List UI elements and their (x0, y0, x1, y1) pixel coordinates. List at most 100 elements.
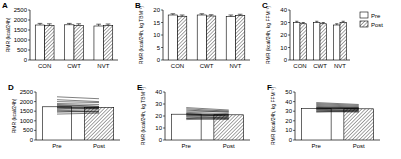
error-bar (38, 23, 43, 25)
error-bar (295, 21, 298, 22)
plot-area (294, 21, 347, 60)
subject-line (316, 107, 359, 109)
error-bar (180, 15, 185, 16)
subject-line (57, 108, 99, 110)
plot-area (301, 103, 373, 140)
y-tick-label: 15 (153, 20, 160, 26)
error-bar (229, 15, 234, 17)
error-bar (106, 24, 111, 26)
x-tick-label: Pre (52, 143, 62, 149)
legend-label: Post (371, 22, 383, 28)
y-axis (290, 10, 291, 60)
bar (45, 26, 54, 60)
figure: ARMR (kcal/24h)05001000150020002500CONCW… (0, 0, 401, 159)
y-tick-label: 20 (155, 113, 162, 119)
y-axis (36, 92, 37, 140)
subject-line (57, 104, 99, 106)
error-bar (171, 14, 176, 15)
plot-area (35, 23, 112, 60)
x-tick-label: CON (171, 63, 184, 69)
bar (35, 25, 44, 60)
subject-line (316, 105, 359, 107)
x-tick-label: CWT (313, 63, 327, 69)
y-axis-label: RMR (kcal/24h, kg FFM⁻¹) (265, 6, 271, 64)
subject-line (57, 110, 99, 112)
x-tick-label: Post (93, 143, 105, 149)
subject-line (186, 109, 229, 111)
y-tick-label: 30 (280, 20, 287, 26)
subject-line (57, 108, 99, 110)
y-axis-label: RMR (kcal/24h, kg TBM⁻¹) (140, 87, 146, 146)
subject-line (57, 105, 99, 107)
error-bar (96, 24, 101, 26)
bar (334, 25, 340, 60)
y-tick-label: 40 (280, 7, 287, 13)
x-tick-label: CON (293, 63, 306, 69)
y-axis (163, 10, 164, 60)
y-axis-label: RMR (kcal/24h) (11, 98, 17, 133)
y-tick-label: 500 (23, 127, 34, 133)
subject-line (57, 111, 99, 113)
legend-label: Pre (371, 13, 381, 19)
bar (340, 23, 346, 61)
subject-line (57, 111, 99, 113)
bar (103, 26, 112, 60)
error-bar (209, 15, 214, 16)
y-tick-label: 2500 (14, 7, 28, 13)
bar (344, 109, 374, 140)
subject-line (186, 118, 229, 119)
legend-swatch (360, 12, 368, 18)
plot-area (168, 14, 245, 60)
y-tick-label: 30 (285, 108, 292, 114)
bar (300, 24, 306, 60)
y-tick-label: 0 (157, 57, 161, 63)
y-tick-label: 10 (153, 32, 160, 38)
error-bar (342, 21, 345, 22)
y-tick-label: 10 (155, 125, 162, 131)
y-tick-label: 0 (284, 57, 288, 63)
y-tick-label: 0 (289, 137, 293, 143)
subject-line (316, 111, 359, 113)
y-tick-label: 40 (285, 99, 292, 105)
x-tick-label: NVT (230, 63, 242, 69)
x-tick-label: Post (353, 143, 365, 149)
subject-line (316, 104, 359, 106)
subject-line (316, 108, 359, 110)
y-tick-label: 10 (280, 45, 287, 51)
y-tick-label: 10 (285, 127, 292, 133)
subject-line (186, 118, 229, 119)
y-tick-label: 1000 (20, 118, 34, 124)
legend-swatch (360, 21, 368, 27)
y-tick-label: 50 (285, 89, 292, 95)
error-bar (76, 24, 81, 26)
x-tick-label: NVT (334, 63, 346, 69)
x-tick-label: Pre (182, 143, 192, 149)
error-bar (322, 23, 325, 24)
x-tick-label: Post (223, 143, 235, 149)
x-tick-label: CWT (200, 63, 214, 69)
y-tick-label: 2500 (20, 89, 34, 95)
x-tick-label: CON (38, 63, 51, 69)
bar (236, 16, 245, 61)
subject-line (186, 112, 229, 113)
y-axis-label: RMR (kcal/24h, kg TBM⁻¹) (138, 6, 144, 65)
y-tick-label: 0 (24, 57, 28, 63)
subject-line (186, 117, 229, 118)
subject-line (186, 117, 229, 118)
bar (207, 16, 216, 60)
y-tick-label: 1000 (14, 37, 28, 43)
bar (294, 23, 300, 61)
subject-line (316, 108, 359, 109)
y-tick-label: 1500 (14, 27, 28, 33)
subject-line (186, 116, 229, 117)
bar (74, 25, 83, 60)
subject-line (316, 108, 359, 110)
subject-line (57, 107, 99, 109)
subject-line (316, 103, 359, 105)
y-axis (165, 92, 166, 140)
bar (320, 24, 326, 60)
y-tick-label: 0 (159, 137, 163, 143)
error-bar (315, 21, 318, 22)
subject-line (186, 114, 229, 116)
y-tick-label: 20 (280, 32, 287, 38)
